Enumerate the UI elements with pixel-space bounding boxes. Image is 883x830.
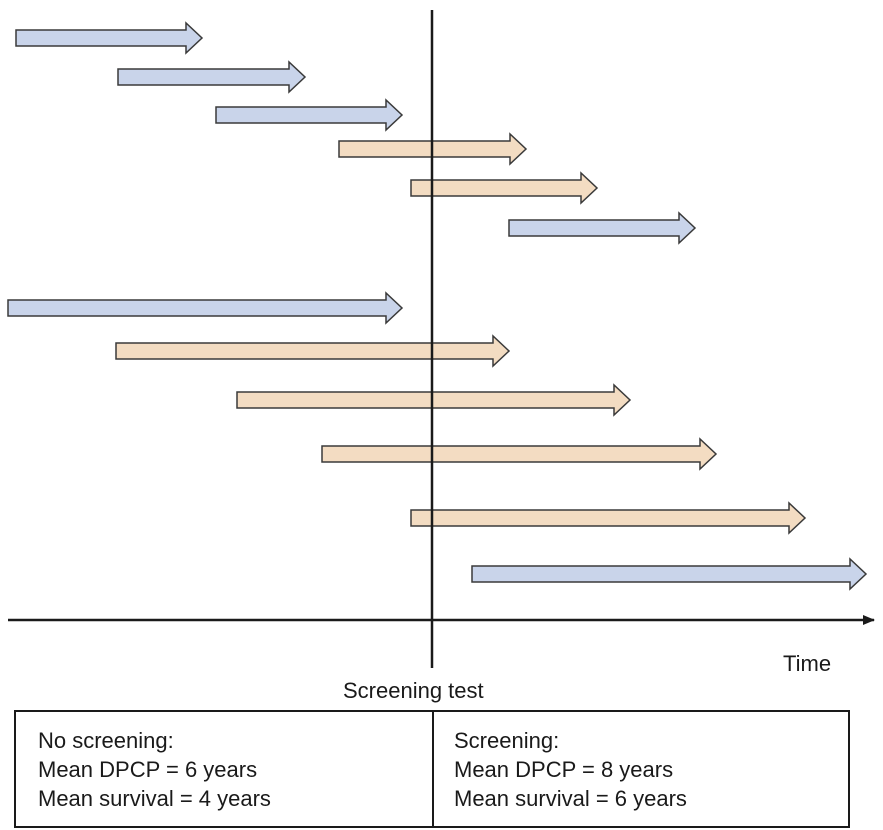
no-screening-title: No screening: — [38, 728, 174, 753]
screening-bias-diagram: Time Screening test — [7, 10, 875, 703]
screening-survival: Mean survival = 6 years — [454, 786, 687, 811]
screening-dpcp: Mean DPCP = 8 years — [454, 757, 674, 782]
disease-course-arrow-9 — [236, 383, 632, 417]
disease-course-arrow-5 — [410, 171, 599, 205]
no-screening-panel: No screening: Mean DPCP = 6 years Mean s… — [16, 710, 432, 828]
disease-course-arrow-7 — [7, 291, 404, 325]
disease-course-arrows — [7, 21, 868, 591]
summary-divider — [432, 712, 434, 826]
disease-course-arrow-10 — [321, 437, 718, 471]
disease-course-arrow-2 — [117, 60, 307, 94]
summary-box — [14, 710, 850, 828]
disease-course-arrow-3 — [215, 98, 404, 132]
disease-course-arrow-8 — [115, 334, 511, 368]
no-screening-dpcp: Mean DPCP = 6 years — [38, 757, 258, 782]
disease-course-arrow-6 — [508, 211, 697, 245]
screening-test-label: Screening test — [343, 678, 484, 703]
screening-title: Screening: — [454, 728, 560, 753]
no-screening-survival: Mean survival = 4 years — [38, 786, 271, 811]
disease-course-arrow-1 — [15, 21, 204, 55]
time-axis-label: Time — [783, 651, 831, 676]
disease-course-arrow-12 — [471, 557, 868, 591]
screening-panel: Screening: Mean DPCP = 8 years Mean surv… — [432, 710, 848, 828]
disease-course-arrow-11 — [410, 501, 807, 535]
